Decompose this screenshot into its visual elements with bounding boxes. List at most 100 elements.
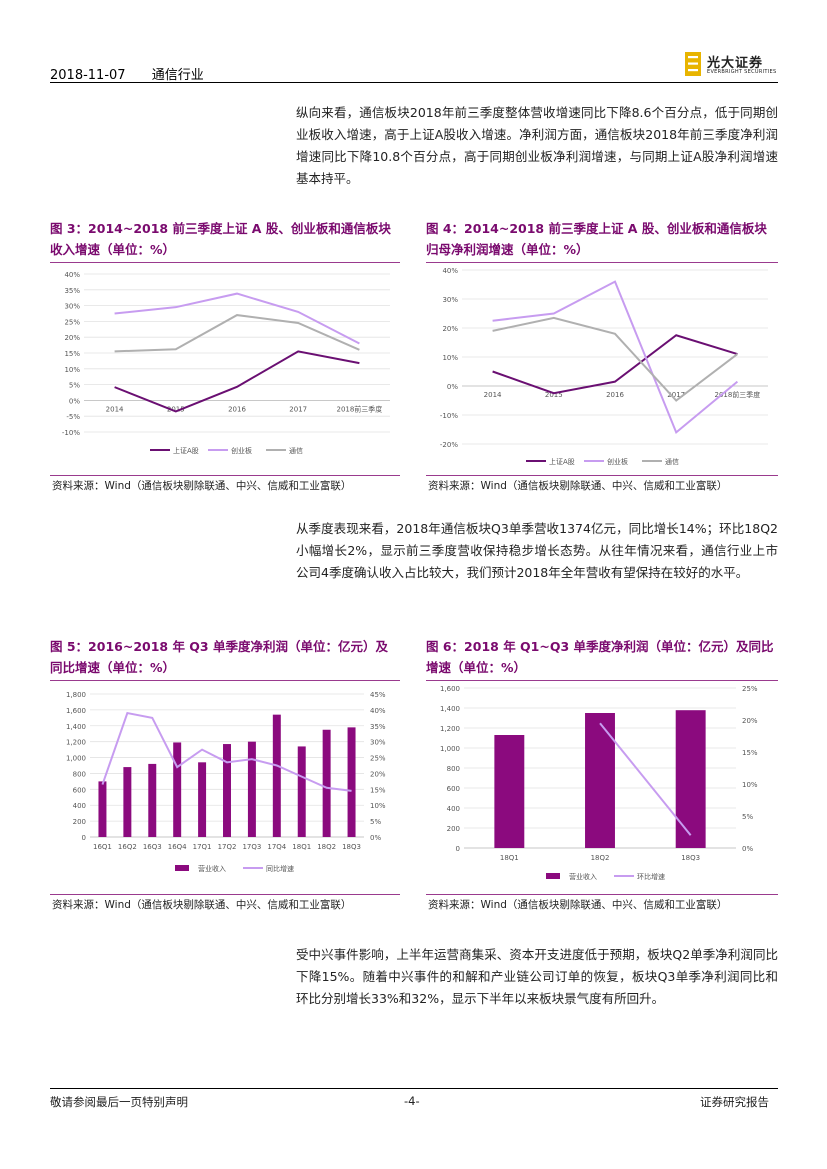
y-tick-label: 25%	[64, 318, 80, 326]
x-tick-label: 18Q3	[342, 843, 361, 851]
y-left-tick-label: 1,400	[440, 705, 460, 713]
x-tick-label: 17Q1	[193, 843, 212, 851]
x-tick-label: 16Q1	[93, 843, 112, 851]
legend-label: 营业收入	[569, 872, 597, 881]
figure-6-source: 资料来源：Wind（通信板块剔除联通、中兴、信威和工业富联）	[428, 899, 728, 911]
y-right-tick-label: 15%	[742, 749, 758, 757]
x-tick-label: 2015	[167, 405, 185, 413]
y-right-tick-label: 5%	[742, 813, 753, 821]
footer-rule	[50, 1088, 778, 1089]
footer-disclaimer: 敬请参阅最后一页特别声明	[50, 1095, 188, 1109]
legend-label: 营业收入	[198, 864, 226, 873]
series-line-上证A股	[114, 350, 360, 413]
x-tick-label: 18Q1	[292, 843, 311, 851]
x-tick-label: 18Q2	[591, 854, 610, 862]
bar-17Q1	[198, 762, 207, 837]
legend-label: 创业板	[231, 446, 252, 455]
y-left-tick-label: 200	[73, 818, 86, 826]
y-tick-label: 30%	[442, 296, 458, 304]
figure-4-title-rule	[426, 262, 778, 263]
y-left-tick-label: 400	[447, 805, 460, 813]
figure-6-chart: 1,600 1,400 1,200 1,000 800 600 400 200 0 25% 20% 1…	[440, 685, 758, 881]
y-right-tick-label: 35%	[370, 723, 386, 731]
x-tick-label: 16Q3	[143, 843, 162, 851]
legend-label: 通信	[289, 446, 303, 455]
y-tick-label: 30%	[64, 303, 80, 311]
legend-label: 同比增速	[266, 864, 294, 873]
logo-mark-icon	[685, 52, 701, 76]
figure-5-source: 资料来源：Wind（通信板块剔除联通、中兴、信威和工业富联）	[52, 899, 352, 911]
y-right-tick-label: 30%	[370, 739, 386, 747]
figure-3-title: 图 3：2014~2018 前三季度上证 A 股、创业板和通信板块收入增速（单位…	[50, 221, 391, 257]
logo-cn-text: 光大证券	[707, 56, 764, 71]
bar-18Q1	[494, 735, 525, 848]
footer-page-number: -4-	[404, 1094, 420, 1108]
bar-18Q3	[675, 710, 706, 848]
y-tick-label: 40%	[64, 271, 80, 279]
y-right-tick-label: 0%	[742, 845, 753, 853]
header-industry: 通信行业	[151, 68, 204, 83]
figure-5-title-rule	[50, 680, 400, 681]
x-tick-label: 18Q2	[317, 843, 336, 851]
figure-3-bottom-rule	[50, 475, 400, 476]
x-tick-label: 17Q3	[242, 843, 261, 851]
footer-report-type: 证券研究报告	[700, 1095, 769, 1109]
y-right-tick-label: 15%	[370, 786, 386, 794]
y-tick-label: 0%	[447, 383, 458, 391]
bar-18Q3	[347, 727, 356, 837]
y-tick-label: 35%	[64, 287, 80, 295]
page-header: 2018-11-07 通信行业	[50, 64, 226, 83]
y-right-tick-label: 45%	[370, 691, 386, 699]
y-left-tick-label: 1,000	[440, 745, 460, 753]
figure-4-chart: 40% 30% 20% 10% 0% -10% -20% 2014 2015 2016 2017 20…	[440, 267, 768, 466]
y-tick-label: -10%	[440, 412, 458, 420]
x-tick-label: 16Q2	[118, 843, 137, 851]
bar-18Q2	[585, 713, 615, 848]
x-tick-label: 2018前三季度	[336, 404, 382, 413]
legend-label: 上证A股	[549, 457, 575, 466]
figure-6-title-rule	[426, 680, 778, 681]
x-tick-label: 17Q4	[267, 843, 286, 851]
y-tick-label: -20%	[440, 441, 458, 449]
bar-17Q4	[272, 714, 281, 837]
series-line-上证A股	[492, 334, 738, 395]
bar-17Q3	[247, 741, 256, 837]
x-tick-label: 2014	[484, 391, 502, 399]
x-tick-label: 17Q2	[218, 843, 237, 851]
series-line-环比增速	[599, 722, 692, 836]
figure-5-chart: 1,800 1,600 1,400 1,200 1,000 800 600 400 200 0 45…	[66, 691, 386, 873]
y-tick-label: 10%	[64, 366, 80, 374]
figure-4-bottom-rule	[426, 475, 778, 476]
x-tick-label: 2014	[106, 405, 124, 413]
header-date: 2018-11-07	[50, 68, 126, 83]
legend-swatch	[175, 865, 189, 871]
series-line-创业板	[114, 292, 360, 345]
x-tick-label: 18Q1	[500, 854, 519, 862]
figure-5-title: 图 5：2016~2018 年 Q3 单季度净利润（单位：亿元）及同比增速（单位…	[50, 639, 388, 675]
figure-4-title: 图 4：2014~2018 前三季度上证 A 股、创业板和通信板块归母净利润增速…	[426, 221, 767, 257]
logo-en-text: EVERBRIGHT SECURITIES	[707, 69, 777, 75]
y-left-tick-label: 800	[447, 765, 460, 773]
bar-16Q4	[173, 742, 182, 837]
x-tick-label: 18Q3	[681, 854, 700, 862]
y-tick-label: 20%	[442, 325, 458, 333]
bar-18Q2	[322, 729, 331, 837]
bar-16Q1	[98, 781, 107, 837]
x-tick-label: 2016	[228, 405, 246, 413]
y-tick-label: 15%	[64, 350, 80, 358]
y-left-tick-label: 600	[447, 785, 460, 793]
series-line-同比增速	[101, 711, 352, 792]
header-rule	[50, 82, 778, 83]
x-tick-label: 2016	[606, 391, 624, 399]
y-left-tick-label: 800	[73, 770, 86, 778]
y-tick-label: 20%	[64, 334, 80, 342]
y-tick-label: -10%	[62, 429, 80, 437]
y-left-tick-label: 200	[447, 825, 460, 833]
y-left-tick-label: 1,600	[440, 685, 460, 693]
y-right-tick-label: 10%	[370, 802, 386, 810]
y-right-tick-label: 40%	[370, 707, 386, 715]
y-tick-label: 0%	[69, 397, 80, 405]
x-tick-label: 2017	[289, 405, 307, 413]
y-right-tick-label: 5%	[370, 818, 381, 826]
series-line-创业板	[492, 280, 739, 435]
